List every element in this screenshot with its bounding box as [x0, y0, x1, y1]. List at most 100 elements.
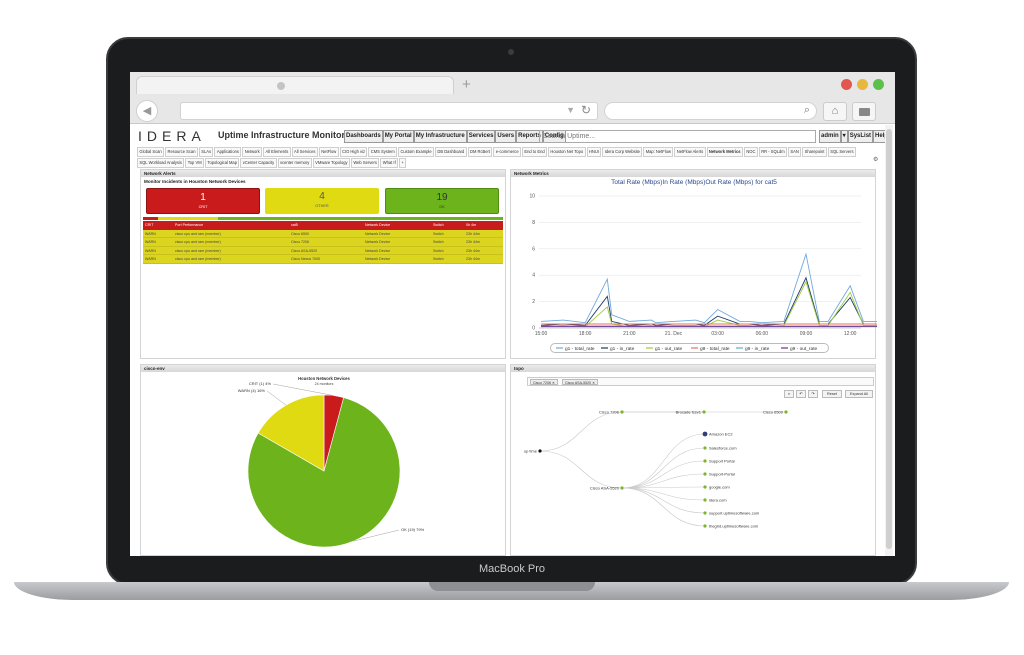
dashboard-tab[interactable]: DB Dashboard [435, 147, 467, 157]
user-menu-dropdown[interactable]: ▾ [840, 130, 848, 143]
nav-reports[interactable]: Reports [516, 130, 543, 143]
back-button[interactable]: ◀ [136, 100, 158, 122]
page-scrollbar[interactable] [885, 125, 893, 556]
dashboard-tab[interactable]: What If [380, 158, 399, 168]
dashboard-tab[interactable]: Web Servers [350, 158, 380, 168]
minimize-window-button[interactable] [857, 79, 868, 90]
dashboard-tab[interactable]: NetFlow [318, 147, 339, 157]
redo-button[interactable]: ↷ [808, 390, 818, 398]
table-row[interactable]: WARN cisco cpu and ram (member) Cisco AS… [143, 246, 503, 256]
dashboard-tab[interactable]: Applications [214, 147, 242, 157]
dashboard-tab[interactable]: DM RcBert [467, 147, 493, 157]
dashboard-tab[interactable]: NetFlow Alerts [674, 147, 706, 157]
legend-label: g1 - total_rate [565, 346, 595, 352]
crit-count-box[interactable]: 1 CRIT [146, 188, 260, 214]
nav-services[interactable]: Services [466, 130, 496, 143]
dashboard-tab[interactable]: Houston Net Topo [548, 147, 586, 157]
dashboard-tab[interactable]: SAN [788, 147, 802, 157]
dashboard-tab[interactable]: SQL Workload Analysis [137, 158, 185, 168]
other-count-box[interactable]: 4 OTHER [265, 188, 379, 214]
dashboard-tab[interactable]: Idera Corp Website [602, 147, 643, 157]
cell: Switch [433, 257, 444, 262]
close-window-button[interactable] [841, 79, 852, 90]
dashboard-tab[interactable]: CMS System [368, 147, 398, 157]
dashboard-tab[interactable]: VMware Topology [312, 158, 350, 168]
filter-chip[interactable]: Cisco ASA-5520 ✕ [562, 379, 599, 385]
user-menu[interactable]: admin [819, 130, 841, 143]
network-alerts-panel: Network Alerts Monitor Incidents in Hous… [140, 169, 506, 359]
reload-icon[interactable]: ↻ [580, 103, 591, 117]
syslist-link[interactable]: SysList [847, 130, 874, 143]
camera-dot [508, 49, 514, 55]
dashboard-tab[interactable]: CIO High viz [339, 147, 368, 157]
laptop-brand-label: MacBook Pro [478, 563, 546, 575]
stripe-crit [143, 217, 158, 220]
new-tab-button[interactable]: + [462, 76, 471, 93]
topo-node [702, 410, 706, 414]
table-row[interactable]: WARN cisco cpu and ram (member) Cisco Ne… [143, 255, 503, 264]
app-search-input[interactable]: Search Uptime... [539, 130, 816, 143]
table-row[interactable]: WARN cisco cpu and ram (member) Cisco 72… [143, 238, 503, 247]
topology-graph: up time Cisco 7206 Cisco ASA-5520 Brocade f… [524, 410, 788, 529]
nav-users[interactable]: Users [495, 130, 517, 143]
cell: WARN [145, 257, 156, 262]
browser-tab[interactable] [136, 76, 454, 94]
chevron-down-icon[interactable]: ▼ [566, 105, 575, 115]
browser-menu-button[interactable] [852, 102, 876, 121]
nav-my-infrastructure[interactable]: My Infrastructure [413, 130, 467, 143]
cell: Switch [433, 240, 444, 245]
cell: Network Device [365, 257, 391, 262]
reset-button[interactable]: Reset [822, 390, 842, 398]
dashboard-tab[interactable]: HNUI [586, 147, 602, 157]
dashboard-tab[interactable]: vcenter memory [277, 158, 312, 168]
series-line [540, 252, 877, 324]
address-bar[interactable]: ▼ ↻ [180, 102, 598, 120]
topo-node-label: Support Portal [709, 459, 735, 464]
dashboard-tab[interactable]: Network [242, 147, 263, 157]
dashboard-tab[interactable]: Topological Map [205, 158, 240, 168]
dashboard-tab[interactable]: All Services [291, 147, 318, 157]
nav-my-portal[interactable]: My Portal [382, 130, 414, 143]
topo-filter-bar[interactable]: Cisco 7206 ✕ Cisco ASA-5520 ✕ [527, 377, 874, 386]
topo-node [703, 498, 707, 502]
dashboard-tab[interactable]: vCenter Capacity [240, 158, 277, 168]
pie-leader-line [272, 383, 334, 396]
ok-count-box[interactable]: 19 OK [385, 188, 499, 214]
cell: cisco cpu and ram (member) [175, 248, 221, 253]
dashboard-tab[interactable]: Sharepoint [802, 147, 827, 157]
search-topo-button[interactable]: ⌕ [784, 390, 794, 398]
dashboard-tab[interactable]: Resource Scan [165, 147, 198, 157]
pie-leader-line [266, 390, 287, 406]
dashboard-tab[interactable]: RR - SQLdm [758, 147, 788, 157]
dashboard-tab[interactable]: NOC [743, 147, 758, 157]
maximize-window-button[interactable] [873, 79, 884, 90]
expand-all-button[interactable]: Expand All [845, 390, 873, 398]
cell: cisco cpu and ram (member) [175, 257, 221, 262]
dashboard-tab[interactable]: SLAs [198, 147, 214, 157]
dashboard-tab[interactable]: Global Scan [137, 147, 165, 157]
dashboard-tab[interactable]: e-commerce [493, 147, 521, 157]
dashboard-tab[interactable]: + [399, 158, 407, 168]
legend-label: g1 - out_rate [655, 346, 683, 352]
pie-title: Houston Network Devices [298, 376, 350, 381]
dashboard-tab[interactable]: Top VM [185, 158, 205, 168]
panel-title: topo [511, 365, 875, 372]
dashboard-tab[interactable]: Custom Example [398, 147, 435, 157]
scrollbar-thumb[interactable] [886, 129, 892, 549]
dashboard-tab[interactable]: Network Metrics [706, 147, 743, 157]
nav-dashboards[interactable]: Dashboards [344, 130, 383, 143]
gear-icon[interactable]: ⚙ [873, 157, 879, 163]
topo-link [621, 486, 706, 489]
dashboard-tab[interactable]: Map: NetFlow [643, 147, 674, 157]
dashboard-tab[interactable]: End to End [521, 147, 548, 157]
x-tick-label: 03:00 [711, 331, 724, 337]
undo-button[interactable]: ↶ [796, 390, 806, 398]
browser-search-bar[interactable]: ⌕ [604, 102, 817, 120]
home-button[interactable]: ⌂ [823, 102, 847, 121]
dashboard-tab[interactable]: All Elements [263, 147, 291, 157]
x-tick-label: 15:00 [535, 331, 548, 337]
dashboard-tab[interactable]: SQL Servers [827, 147, 856, 157]
table-row[interactable]: WARN cisco cpu and ram (member) Cisco 65… [143, 229, 503, 239]
filter-chip[interactable]: Cisco 7206 ✕ [530, 379, 558, 385]
crit-label: CRIT [198, 205, 208, 209]
